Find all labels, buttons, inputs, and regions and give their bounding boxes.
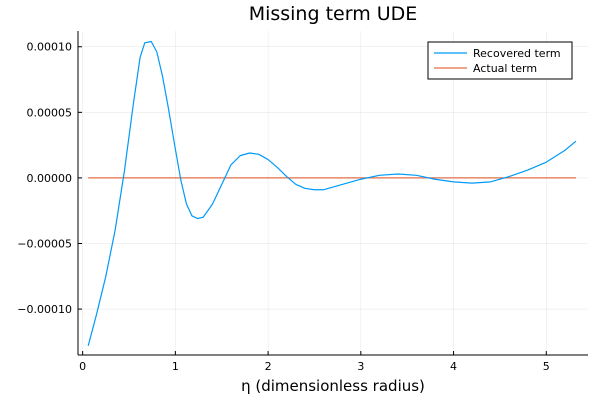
legend-label: Recovered term <box>473 47 561 60</box>
x-axis-label: η (dimensionless radius) <box>241 377 425 395</box>
y-tick-label: 0.00005 <box>27 106 73 119</box>
chart-title: Missing term UDE <box>249 3 418 25</box>
x-tick-label: 2 <box>265 360 272 373</box>
axes <box>77 31 588 356</box>
x-tick-label: 1 <box>172 360 179 373</box>
legend-box <box>427 41 573 80</box>
legend: Recovered term Actual term <box>427 41 573 80</box>
y-tick-label: 0.00010 <box>27 41 73 54</box>
x-tick-label: 4 <box>450 360 457 373</box>
tick-labels: 0 1 2 3 4 5 0.00010 0.00005 0.00000 −0.00005 −0.00… <box>17 41 549 373</box>
x-tick-label: 0 <box>79 360 86 373</box>
plot-series <box>87 40 577 346</box>
x-tick-label: 5 <box>543 360 550 373</box>
y-tick-label: −0.00005 <box>17 238 72 251</box>
y-tick-label: −0.00010 <box>17 303 72 316</box>
x-tick-label: 3 <box>357 360 364 373</box>
legend-label: Actual term <box>473 62 537 75</box>
series-line-recovered-term <box>87 40 577 346</box>
grid-lines <box>78 31 588 355</box>
y-tick-label: 0.00000 <box>27 172 73 185</box>
